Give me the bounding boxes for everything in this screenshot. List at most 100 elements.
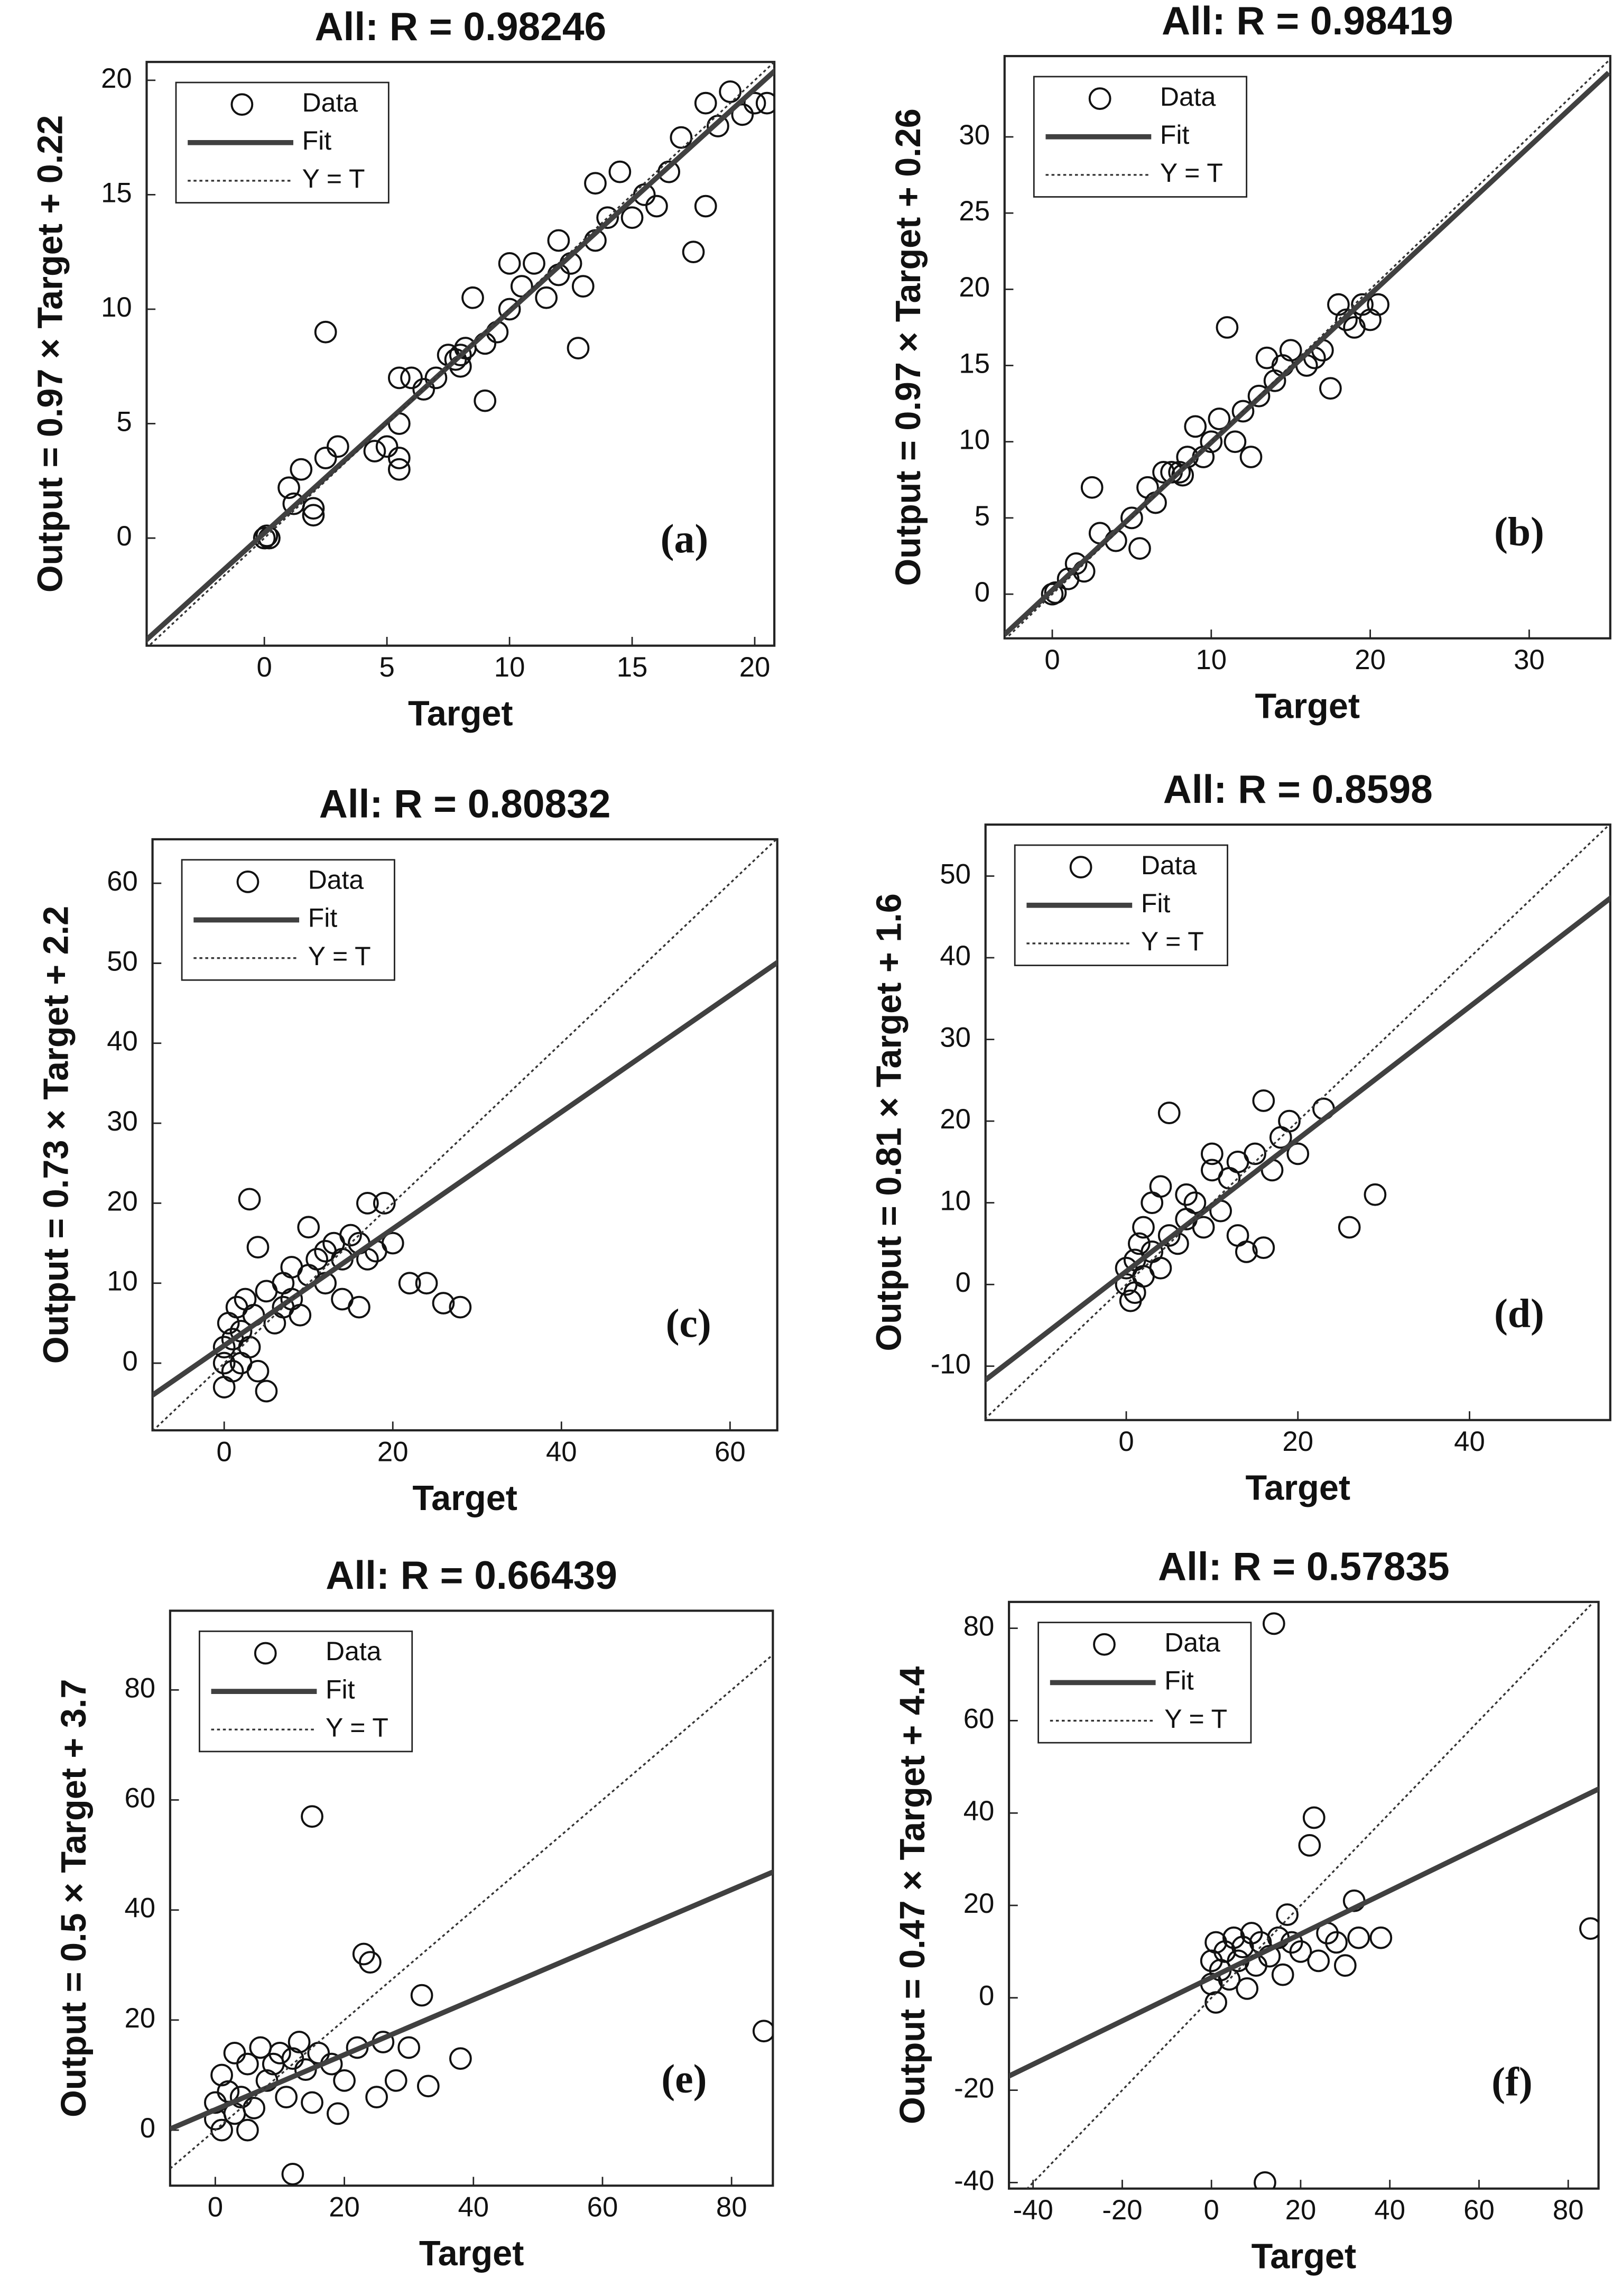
data-point: [326, 435, 349, 458]
y-tick-label: 50: [940, 858, 971, 890]
plot-content: [152, 839, 777, 1431]
panel: 0 20 40 60 80 0 20 40 60 80 Data Fit Y = T (e) All: R …: [54, 1553, 774, 2273]
data-point: [398, 1272, 421, 1295]
data-point: [387, 447, 411, 469]
reference-line: [1026, 1601, 1595, 2189]
panel: -40 -20 0 20 40 60 80 -40 -20 0 20 40 60 80 Data Fit Y =…: [893, 1544, 1600, 2276]
data-point: [1289, 1940, 1312, 1963]
data-point: [547, 229, 570, 252]
x-tick-label: 0: [217, 1436, 232, 1467]
x-axis-label: Target: [412, 1479, 517, 1518]
y-axis-label: Output = 0.81 × Target + 1.6: [870, 893, 909, 1351]
data-point: [387, 366, 411, 390]
x-tick-label: 0: [208, 2192, 223, 2223]
data-point: [352, 1942, 375, 1966]
reference-line: [170, 1653, 773, 2170]
data-point: [210, 2118, 233, 2142]
data-point: [1235, 1240, 1258, 1263]
y-tick-label: 80: [963, 1611, 995, 1642]
y-tick-label: -20: [954, 2073, 994, 2104]
panel: 0 20 40 -10 0 10 20 30 40 50 Data Fit Y = T (d) All: R…: [870, 767, 1611, 1508]
x-tick-label: 60: [1463, 2195, 1495, 2226]
chart-title: All: R = 0.80832: [319, 782, 611, 826]
data-point: [755, 91, 775, 115]
data-point: [212, 1336, 236, 1359]
data-point: [1364, 1183, 1387, 1206]
data-point: [297, 1216, 320, 1239]
data-point: [567, 337, 590, 359]
data-point: [243, 2097, 265, 2119]
data-point: [246, 1236, 270, 1259]
plot-content: [985, 825, 1610, 1420]
data-point: [1347, 1926, 1370, 1949]
annotation: (e): [661, 2056, 707, 2101]
data-point: [474, 389, 497, 412]
y-tick-label: 30: [959, 119, 990, 151]
legend: Data Fit Y = T: [181, 859, 395, 981]
y-tick-label: 60: [963, 1703, 995, 1734]
legend-label: Y = T: [1160, 158, 1223, 188]
annotation: (c): [666, 1301, 711, 1346]
data-point: [1175, 1183, 1198, 1206]
legend-marker: [1093, 1633, 1116, 1656]
data-point: [657, 160, 681, 183]
x-tick-label: 10: [1195, 644, 1227, 675]
data-point: [1120, 506, 1143, 530]
legend-label: Fit: [1164, 1666, 1194, 1696]
fit-line: [985, 895, 1610, 1383]
data-point: [301, 2091, 323, 2114]
data-point: [1279, 339, 1302, 362]
data-point: [461, 286, 484, 309]
data-point: [314, 447, 337, 469]
data-point: [1044, 581, 1067, 604]
reference-line: [1005, 60, 1609, 638]
x-axis-label: Target: [1255, 687, 1360, 726]
x-tick-label: 20: [1285, 2195, 1317, 2226]
data-point: [314, 320, 337, 344]
data-point: [255, 524, 279, 548]
data-point: [620, 206, 644, 229]
data-point: [1262, 1612, 1285, 1635]
data-point: [326, 2102, 349, 2125]
x-tick-label: 0: [1044, 644, 1060, 675]
data-point: [1127, 1232, 1151, 1255]
x-tick-label: 20: [739, 652, 771, 683]
legend-marker: [254, 1642, 277, 1665]
x-tick-label: 40: [546, 1436, 577, 1467]
data-point: [1252, 1089, 1275, 1112]
data-point: [1307, 1949, 1330, 1973]
chart-title: All: R = 0.66439: [326, 1553, 617, 1597]
data-point: [571, 275, 595, 298]
x-tick-label: 80: [1553, 2195, 1584, 2226]
legend-label: Data: [1141, 850, 1197, 880]
y-tick-label: 10: [101, 292, 132, 323]
data-point: [363, 440, 386, 462]
data-point: [731, 103, 754, 126]
fit-line: [170, 1869, 773, 2132]
y-tick-label: 15: [101, 177, 132, 208]
legend-label: Data: [1164, 1627, 1220, 1657]
panel: 0 20 40 60 0 10 20 30 40 50 60 Data Fit Y = T (c) All: …: [37, 782, 778, 1518]
y-tick-label: 40: [963, 1795, 995, 1827]
data-point: [212, 1351, 236, 1375]
data-point: [523, 252, 545, 275]
data-point: [1192, 1216, 1215, 1239]
x-tick-label: 5: [379, 652, 394, 683]
plot-content: [146, 62, 775, 646]
y-tick-label: 10: [940, 1186, 971, 1217]
data-point: [1231, 400, 1255, 423]
legend-label: Y = T: [1164, 1704, 1227, 1734]
data-point: [449, 1295, 472, 1319]
data-point: [1276, 1903, 1299, 1926]
data-point: [694, 91, 717, 115]
y-axis-label: Output = 0.5 × Target + 3.7: [54, 1679, 94, 2117]
data-point: [359, 1951, 382, 1974]
data-point: [356, 1192, 379, 1215]
data-point: [381, 1232, 404, 1255]
x-tick-label: 80: [716, 2192, 747, 2223]
chart-title: All: R = 0.57835: [1158, 1544, 1450, 1589]
y-tick-label: 20: [101, 63, 132, 94]
data-point: [365, 2086, 388, 2108]
annotation: (f): [1491, 2059, 1533, 2104]
y-tick-label: 10: [107, 1266, 138, 1297]
